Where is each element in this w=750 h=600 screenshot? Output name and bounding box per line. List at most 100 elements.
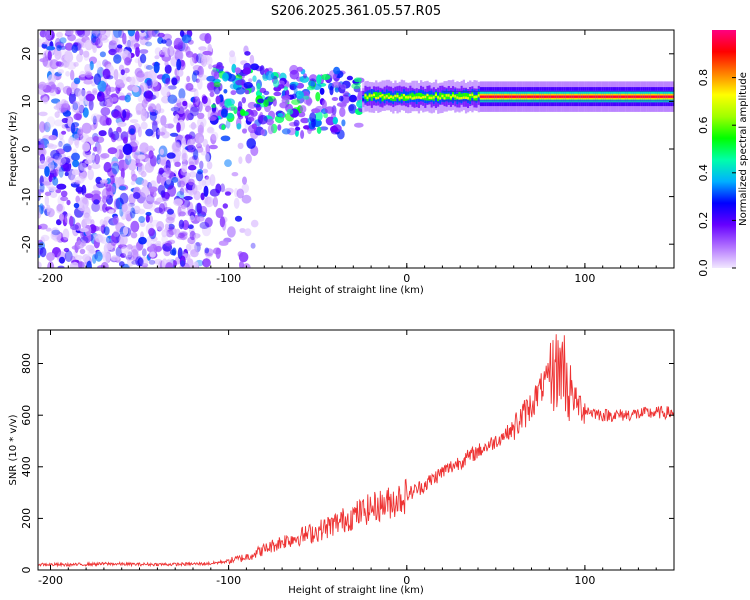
spectrogram-noise-blob bbox=[176, 122, 181, 133]
spectrogram-band-cell bbox=[458, 92, 461, 98]
spectrogram-noise-blob bbox=[140, 30, 145, 33]
snr-y-tick-label: 0 bbox=[20, 567, 33, 574]
spectrogram-signal-blob bbox=[230, 90, 237, 96]
spectrogram-noise-blob bbox=[48, 175, 53, 183]
spectrogram-noise-blob bbox=[140, 186, 150, 198]
spectrogram-signal-blob bbox=[265, 70, 275, 81]
spectrogram-band-cell bbox=[531, 95, 534, 98]
spectrogram-noise-blob bbox=[178, 180, 186, 188]
spectrogram-noise-blob bbox=[147, 200, 156, 211]
snr-x-tick-label: 100 bbox=[574, 574, 595, 587]
spectrogram-noise-blob bbox=[189, 171, 197, 178]
spectrogram-signal-blob bbox=[263, 90, 270, 96]
spectrogram-band-cell bbox=[464, 92, 468, 99]
spectrogram-noise-blob bbox=[105, 84, 111, 96]
spectrogram-signal-blob bbox=[257, 98, 265, 104]
spectrogram-noise-blob bbox=[219, 216, 226, 228]
spectrogram-signal-blob bbox=[316, 126, 322, 134]
spectrogram-noise-blob bbox=[92, 135, 99, 142]
spectrogram-noise-blob bbox=[70, 182, 80, 188]
spectrogram-band-cell bbox=[571, 95, 574, 98]
spectrogram-noise-blob bbox=[112, 110, 122, 119]
spectrogram-noise-blob bbox=[164, 60, 169, 67]
spectrogram-signal-blob bbox=[321, 74, 331, 81]
spectrogram-noise-blob bbox=[56, 183, 67, 190]
spectrogram-noise-blob bbox=[249, 54, 255, 65]
spectrogram-noise-blob bbox=[63, 54, 71, 61]
spectrogram-noise-blob bbox=[73, 113, 82, 121]
spectrogram-noise-blob bbox=[179, 187, 185, 196]
spectrogram-noise-blob bbox=[145, 65, 154, 70]
spectrogram-band-cell bbox=[411, 92, 414, 99]
spectrogram-signal-blob bbox=[283, 86, 289, 91]
spectrogram-noise-blob bbox=[78, 99, 87, 106]
spectrogram-noise-blob bbox=[170, 249, 176, 256]
spectrogram-signal-blob bbox=[307, 80, 316, 87]
spectrogram-noise-blob bbox=[179, 231, 188, 237]
spectrogram-band-cell bbox=[650, 95, 654, 98]
spectrogram-noise-blob bbox=[135, 46, 140, 57]
snr-y-tick-label: 400 bbox=[20, 456, 33, 477]
spectrogram-noise-blob bbox=[164, 123, 175, 129]
spectrogram-y-tick-label: 0 bbox=[20, 146, 33, 153]
spectrogram-noise-blob bbox=[44, 166, 50, 177]
spectrogram-band-cell bbox=[387, 96, 391, 100]
spectrogram-noise-blob bbox=[141, 99, 148, 109]
spectrogram-band-cell bbox=[565, 95, 568, 98]
spectrogram-band-cell bbox=[633, 95, 636, 98]
spectrogram-band-cell bbox=[447, 94, 450, 97]
spectrogram-noise-blob bbox=[188, 178, 195, 186]
spectrogram-noise-blob bbox=[62, 143, 72, 153]
spectrogram-noise-blob bbox=[54, 111, 60, 118]
spectrogram-band-cell bbox=[670, 95, 673, 98]
spectrogram-noise-blob bbox=[195, 143, 203, 149]
spectrogram-signal-blob bbox=[210, 111, 219, 120]
spectrogram-noise-blob bbox=[180, 204, 187, 210]
spectrogram-band-cell bbox=[385, 95, 389, 98]
spectrogram-noise-blob bbox=[52, 152, 62, 160]
spectrogram-noise-blob bbox=[144, 64, 150, 70]
spectrogram-noise-blob bbox=[191, 72, 197, 83]
spectrogram-noise-blob bbox=[148, 186, 158, 193]
spectrogram-signal-blob bbox=[234, 67, 241, 74]
spectrogram-band-cell bbox=[441, 94, 444, 98]
spectrogram-noise-blob bbox=[126, 255, 134, 267]
spectrogram-band-cell bbox=[464, 96, 468, 99]
spectrogram-noise-blob bbox=[48, 134, 58, 141]
spectrogram-noise-blob bbox=[66, 87, 72, 96]
spectrogram-signal-blob bbox=[334, 87, 340, 93]
spectrogram-noise-blob bbox=[74, 30, 82, 37]
spectrogram-noise-blob bbox=[81, 142, 91, 152]
spectrogram-noise-blob bbox=[215, 183, 222, 194]
spectrogram-noise-blob bbox=[112, 215, 120, 226]
spectrogram-x-tick-label: 100 bbox=[574, 272, 595, 285]
spectrogram-noise-blob bbox=[209, 174, 216, 187]
spectrogram-noise-blob bbox=[102, 252, 111, 263]
spectrogram-noise-blob bbox=[161, 192, 170, 202]
spectrogram-noise-blob bbox=[173, 37, 183, 50]
spectrogram-noise-blob bbox=[60, 196, 69, 202]
spectrogram-noise-blob bbox=[181, 163, 188, 173]
spectrogram-noise-blob bbox=[242, 128, 247, 134]
spectrogram-noise-blob bbox=[145, 41, 153, 47]
spectrogram-noise-blob bbox=[202, 138, 208, 148]
spectrogram-noise-blob bbox=[189, 215, 195, 222]
spectrogram-signal-blob bbox=[329, 85, 334, 96]
spectrogram-band-cell bbox=[561, 95, 564, 98]
spectrogram-noise-blob bbox=[61, 130, 67, 135]
spectrogram-noise-blob bbox=[47, 50, 52, 61]
spectrogram-band-cell bbox=[541, 95, 545, 98]
spectrogram-band-cell bbox=[377, 96, 380, 100]
spectrogram-noise-blob bbox=[189, 56, 195, 67]
spectrogram-noise-blob bbox=[48, 160, 55, 171]
spectrogram-noise-blob bbox=[79, 171, 87, 181]
spectrogram-noise-blob bbox=[73, 133, 80, 146]
spectrogram-noise-blob bbox=[164, 64, 172, 74]
spectrogram-band-cell bbox=[381, 93, 384, 97]
spectrogram-signal-blob bbox=[319, 126, 329, 131]
spectrogram-noise-blob bbox=[71, 44, 78, 53]
spectrogram-noise-blob bbox=[154, 30, 159, 34]
snr-x-axis-label: Height of straight line (km) bbox=[288, 585, 424, 596]
spectrogram-band-cell bbox=[467, 97, 470, 100]
spectrogram-noise-blob bbox=[111, 37, 119, 44]
